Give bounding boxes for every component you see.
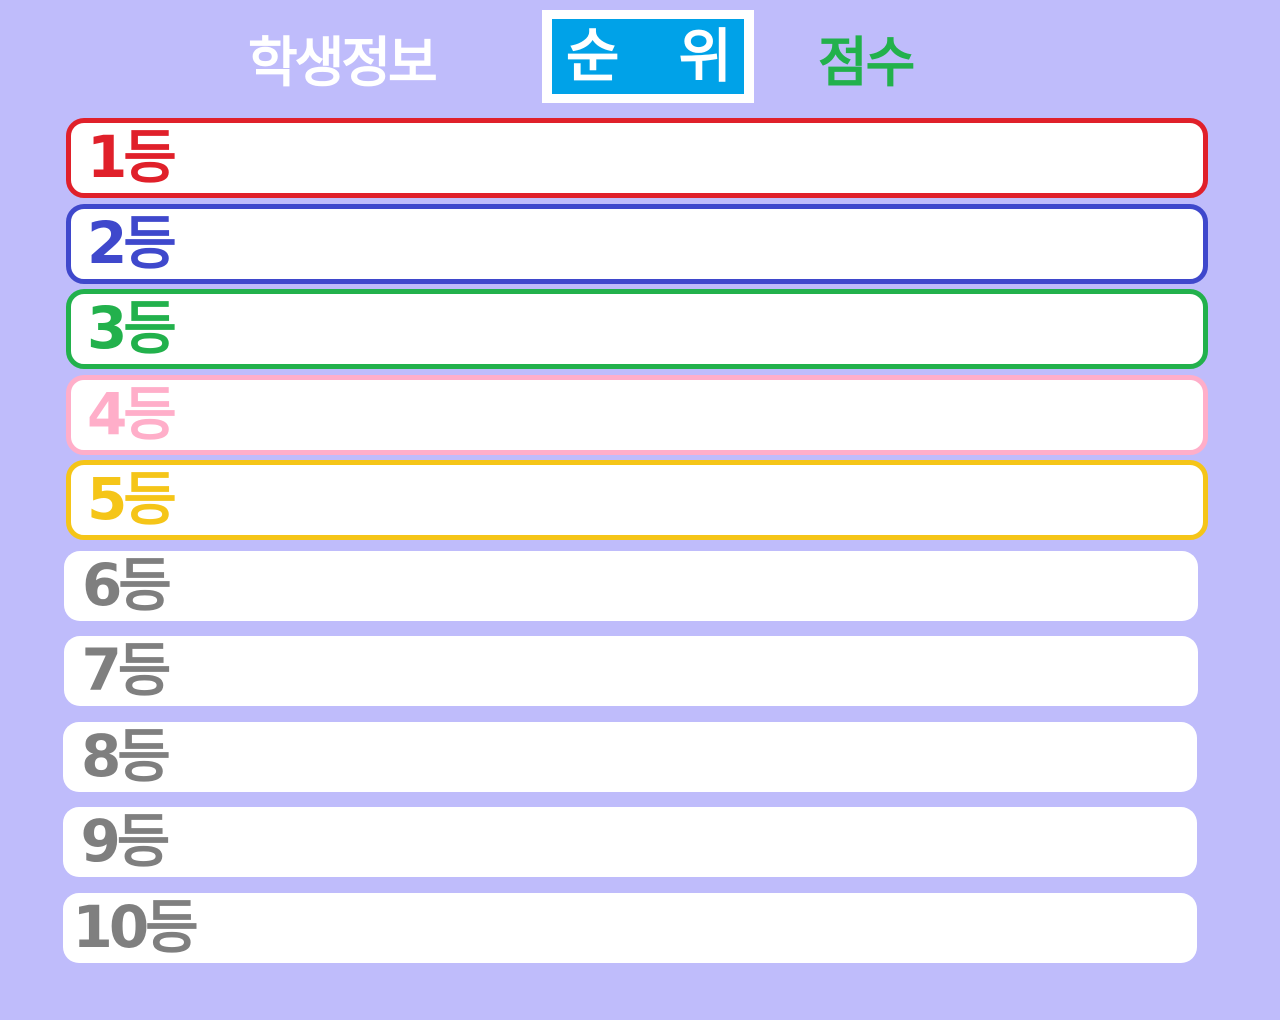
rank-row-10[interactable]: 10등 xyxy=(62,892,1197,963)
tab-rank-char-1: 순 xyxy=(566,22,620,90)
rank-label-2: 2등 xyxy=(87,208,177,277)
rank-label-4: 4등 xyxy=(87,379,177,448)
rank-row-3[interactable]: 3등 xyxy=(66,289,1208,369)
rank-label-1: 1등 xyxy=(87,122,177,191)
rank-row-9[interactable]: 9등 xyxy=(62,806,1197,877)
tab-student-info[interactable]: 학생정보 xyxy=(248,31,438,94)
rank-row-2[interactable]: 2등 xyxy=(66,203,1208,284)
tab-score[interactable]: 점수 xyxy=(818,31,915,94)
rank-row-1[interactable]: 1등 xyxy=(66,118,1208,198)
tab-rank-char-2: 위 xyxy=(678,22,732,90)
rank-label-5: 5등 xyxy=(87,464,177,533)
rank-row-6[interactable]: 6등 xyxy=(64,550,1198,621)
rank-row-4[interactable]: 4등 xyxy=(66,374,1208,455)
tab-rank[interactable]: 순 위 xyxy=(542,10,754,103)
rank-row-7[interactable]: 7등 xyxy=(63,635,1198,706)
rank-label-3: 3등 xyxy=(87,293,177,362)
rank-label-8: 8등 xyxy=(81,721,171,790)
rank-row-5[interactable]: 5등 xyxy=(66,460,1208,540)
rank-label-10: 10등 xyxy=(72,892,199,961)
rank-label-7: 7등 xyxy=(81,635,172,704)
tab-rank-label: 순 위 xyxy=(550,17,746,96)
rank-label-6: 6등 xyxy=(82,550,172,619)
rank-label-9: 9등 xyxy=(80,806,171,875)
rank-row-8[interactable]: 8등 xyxy=(63,721,1197,792)
